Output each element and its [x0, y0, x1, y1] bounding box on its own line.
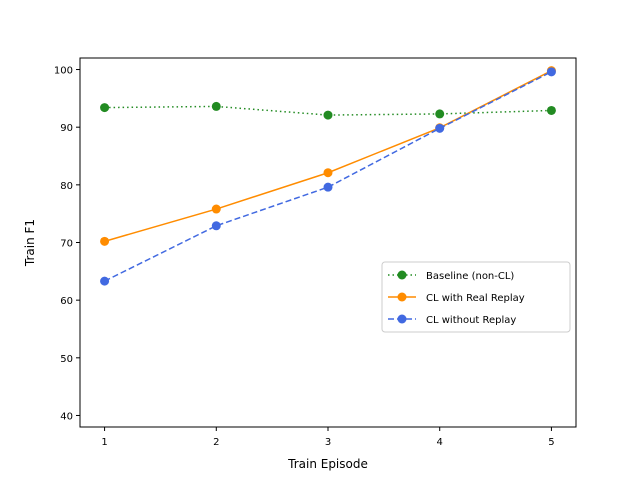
data-point — [211, 204, 221, 214]
data-point — [100, 236, 110, 246]
y-tick-label: 40 — [60, 411, 73, 422]
data-point — [100, 276, 110, 286]
data-point — [211, 101, 221, 111]
legend-label: Baseline (non-CL) — [426, 271, 514, 282]
x-axis-label: Train Episode — [287, 457, 368, 471]
data-point — [211, 221, 221, 231]
y-axis-label: Train F1 — [23, 219, 37, 267]
axis-ticks: 1 2 3 4 5 40 50 60 70 80 90 100 — [54, 66, 555, 448]
legend-entry: CL without Replay — [388, 314, 516, 326]
legend-label: CL without Replay — [426, 315, 516, 326]
data-point — [323, 182, 333, 192]
series-cl-without-replay — [100, 67, 556, 286]
x-tick-label: 3 — [325, 437, 331, 448]
legend: Baseline (non-CL) CL with Real Replay CL w… — [381, 261, 571, 333]
y-tick-label: 80 — [60, 181, 73, 192]
legend-entry: CL with Real Replay — [388, 292, 525, 304]
y-tick-label: 100 — [54, 66, 73, 77]
data-point — [435, 123, 445, 133]
x-tick-label: 1 — [101, 437, 107, 448]
x-tick-label: 2 — [213, 437, 219, 448]
legend-label: CL with Real Replay — [426, 293, 525, 304]
data-point — [546, 67, 556, 77]
legend-marker — [397, 314, 407, 324]
data-point — [435, 109, 445, 119]
legend-box — [381, 261, 571, 333]
data-point — [323, 168, 333, 178]
y-tick-label: 90 — [60, 123, 73, 134]
series-line — [104, 71, 552, 282]
data-point — [546, 105, 556, 115]
plot-area — [100, 66, 556, 286]
legend-marker — [397, 270, 407, 280]
y-tick-label: 50 — [60, 354, 73, 365]
x-tick-label: 4 — [437, 437, 443, 448]
data-point — [323, 110, 333, 120]
x-tick-label: 5 — [548, 437, 554, 448]
legend-entry: Baseline (non-CL) — [388, 270, 514, 282]
y-tick-label: 70 — [60, 239, 73, 250]
data-point — [100, 103, 110, 113]
legend-marker — [397, 292, 407, 302]
series-baseline-non-cl — [100, 101, 556, 120]
y-tick-label: 60 — [60, 296, 73, 307]
